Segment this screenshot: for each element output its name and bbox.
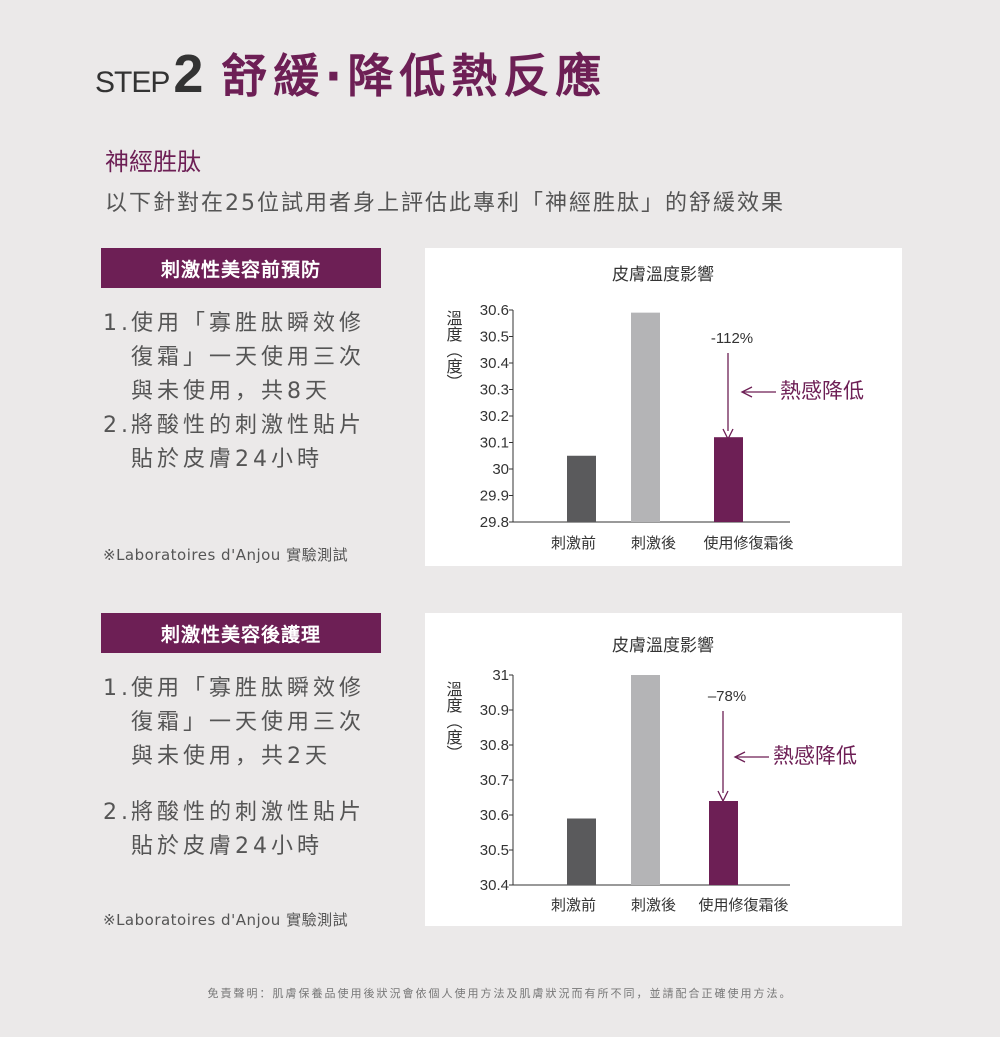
procedure-step: 2. 將酸性的刺激性貼片 貼於皮膚24小時 — [103, 409, 423, 477]
disclaimer: 免責聲明：肌膚保養品使用後狀況會依個人使用方法及肌膚狀況而有所不同，並請配合正確… — [207, 987, 793, 1000]
y-tick-label: 30.5 — [480, 329, 509, 346]
y-tick-label: 30.2 — [480, 408, 509, 425]
x-category-label: 使用修復霜後 — [698, 896, 788, 914]
y-tick-label: 30 — [492, 461, 509, 478]
step-line: 與未使用，共2天 — [131, 744, 331, 769]
y-axis-label: 溫度（度） — [444, 681, 463, 761]
y-tick-label: 31 — [492, 667, 509, 684]
chart-title: 皮膚溫度影響 — [612, 265, 714, 285]
procedure-step: 2. 將酸性的刺激性貼片 貼於皮膚24小時 — [103, 796, 423, 864]
step-number: 2 — [173, 44, 204, 104]
lab-note: ※Laboratoires d'Anjou 實驗測試 — [103, 911, 349, 929]
step-index: 1. — [103, 311, 132, 336]
y-tick-label: 30.1 — [480, 435, 509, 452]
step-line: 復霜」一天使用三次 — [131, 345, 366, 370]
heat-reduction-label: 熱感降低 — [780, 379, 864, 403]
chart-panel: 皮膚溫度影響溫度（度） 31 30.9 30.8 30.7 30.6 30.5 30.4 刺激前… — [425, 613, 902, 926]
intro-text: 以下針對在25位試用者身上評估此專利「神經胜肽」的舒緩效果 — [105, 191, 785, 216]
y-tick-label: 30.7 — [480, 772, 509, 789]
y-tick-label: 30.9 — [480, 702, 509, 719]
procedure-step: 1. 使用「寡胜肽瞬效修 復霜」一天使用三次 與未使用，共2天 — [103, 672, 423, 774]
x-category-label: 刺激前 — [551, 896, 596, 914]
y-tick-label: 30.6 — [480, 302, 509, 319]
y-tick-label: 30.8 — [480, 737, 509, 754]
percent-annotation: -112% — [711, 330, 753, 347]
y-axis-label: 溫度（度） — [444, 310, 463, 390]
chart-panel: 皮膚溫度影響溫度（度） 30.6 30.5 30.4 30.3 30.2 30.1 30 29.… — [425, 248, 902, 566]
bar-2 — [714, 437, 743, 522]
x-category-label: 刺激前 — [551, 534, 596, 552]
y-tick-label: 30.3 — [480, 382, 509, 399]
lab-note: ※Laboratoires d'Anjou 實驗測試 — [103, 546, 349, 564]
headline: 舒緩‧降低熱反應 — [221, 49, 608, 103]
section-title-prevention: 刺激性美容前預防 — [101, 248, 381, 288]
step-line: 貼於皮膚24小時 — [131, 834, 323, 859]
bar-2 — [709, 801, 738, 885]
heat-reduction-label: 熱感降低 — [773, 744, 857, 768]
left-arrow-head-icon — [733, 751, 746, 763]
step-line: 使用「寡胜肽瞬效修 — [131, 676, 366, 701]
x-category-label: 刺激後 — [631, 896, 676, 914]
procedure-list: 1. 使用「寡胜肽瞬效修 復霜」一天使用三次 與未使用，共2天 2. 將酸性的刺… — [103, 672, 423, 864]
down-arrow-head-icon — [717, 790, 729, 803]
chart-title: 皮膚溫度影響 — [612, 636, 714, 656]
bar-1 — [631, 675, 660, 885]
step-line: 復霜」一天使用三次 — [131, 710, 366, 735]
ingredient-name: 神經胜肽 — [105, 148, 201, 176]
y-tick-label: 30.5 — [480, 842, 509, 859]
x-category-label: 刺激後 — [631, 534, 676, 552]
down-arrow-head-icon — [722, 428, 734, 441]
step-header: STEP 2 舒緩‧降低熱反應 — [95, 40, 607, 110]
x-category-label: 使用修復霜後 — [703, 534, 793, 552]
step-line: 將酸性的刺激性貼片 — [131, 800, 366, 825]
bar-0 — [567, 818, 596, 885]
y-tick-label: 30.6 — [480, 807, 509, 824]
left-arrow-head-icon — [740, 386, 753, 398]
step-line: 將酸性的刺激性貼片 — [131, 413, 366, 438]
y-tick-label: 30.4 — [480, 877, 509, 894]
y-tick-label: 30.4 — [480, 355, 509, 372]
y-tick-label: 29.9 — [480, 488, 509, 505]
step-line: 使用「寡胜肽瞬效修 — [131, 311, 366, 336]
step-line: 貼於皮膚24小時 — [131, 447, 323, 472]
step-index: 2. — [103, 413, 132, 438]
procedure-step: 1. 使用「寡胜肽瞬效修 復霜」一天使用三次 與未使用，共8天 — [103, 307, 423, 409]
procedure-list: 1. 使用「寡胜肽瞬效修 復霜」一天使用三次 與未使用，共8天 2. 將酸性的刺… — [103, 307, 423, 477]
section-title-aftercare: 刺激性美容後護理 — [101, 613, 381, 653]
bar-1 — [631, 312, 660, 522]
y-tick-label: 29.8 — [480, 514, 509, 531]
step-index: 2. — [103, 800, 132, 825]
step-line: 與未使用，共8天 — [131, 379, 331, 404]
percent-annotation: –78% — [708, 688, 746, 705]
step-index: 1. — [103, 676, 132, 701]
bar-0 — [567, 455, 596, 522]
step-label: STEP — [95, 66, 170, 99]
